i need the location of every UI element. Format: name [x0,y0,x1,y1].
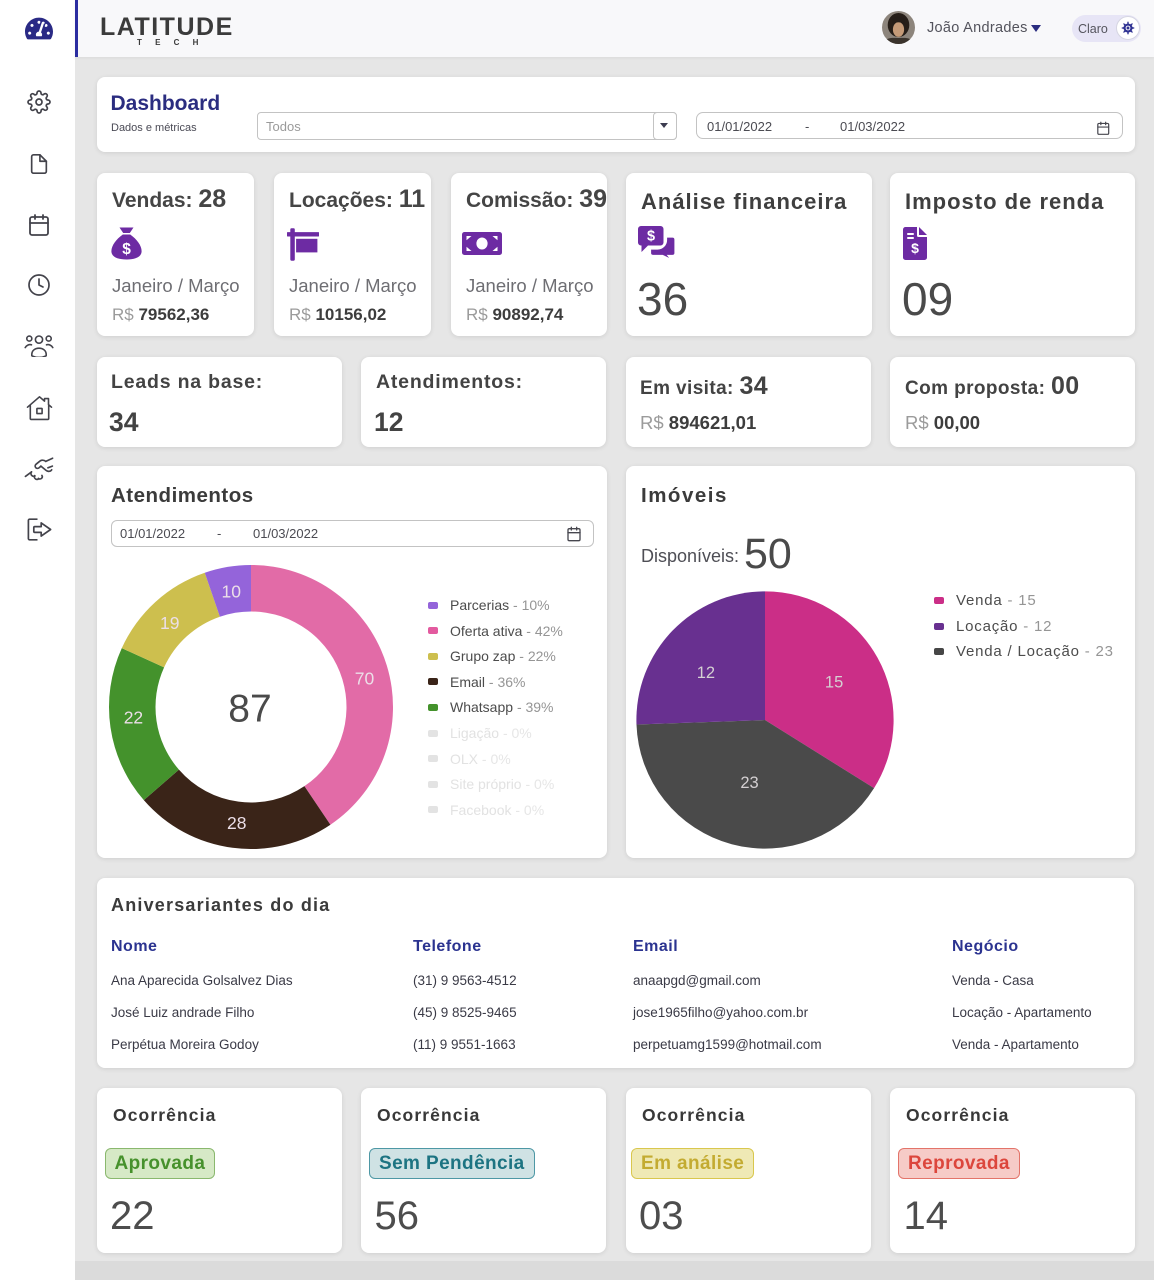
svg-text:23: 23 [740,774,758,792]
svg-text:$: $ [647,229,655,245]
svg-text:22: 22 [124,707,143,727]
svg-text:$: $ [122,241,131,258]
svg-text:28: 28 [227,813,246,833]
svg-text:70: 70 [355,669,375,689]
svg-text:87: 87 [228,688,271,731]
svg-text:10: 10 [222,582,242,602]
svg-text:$: $ [911,240,919,256]
svg-text:19: 19 [160,613,179,633]
svg-text:15: 15 [825,674,843,692]
svg-text:12: 12 [697,664,715,682]
